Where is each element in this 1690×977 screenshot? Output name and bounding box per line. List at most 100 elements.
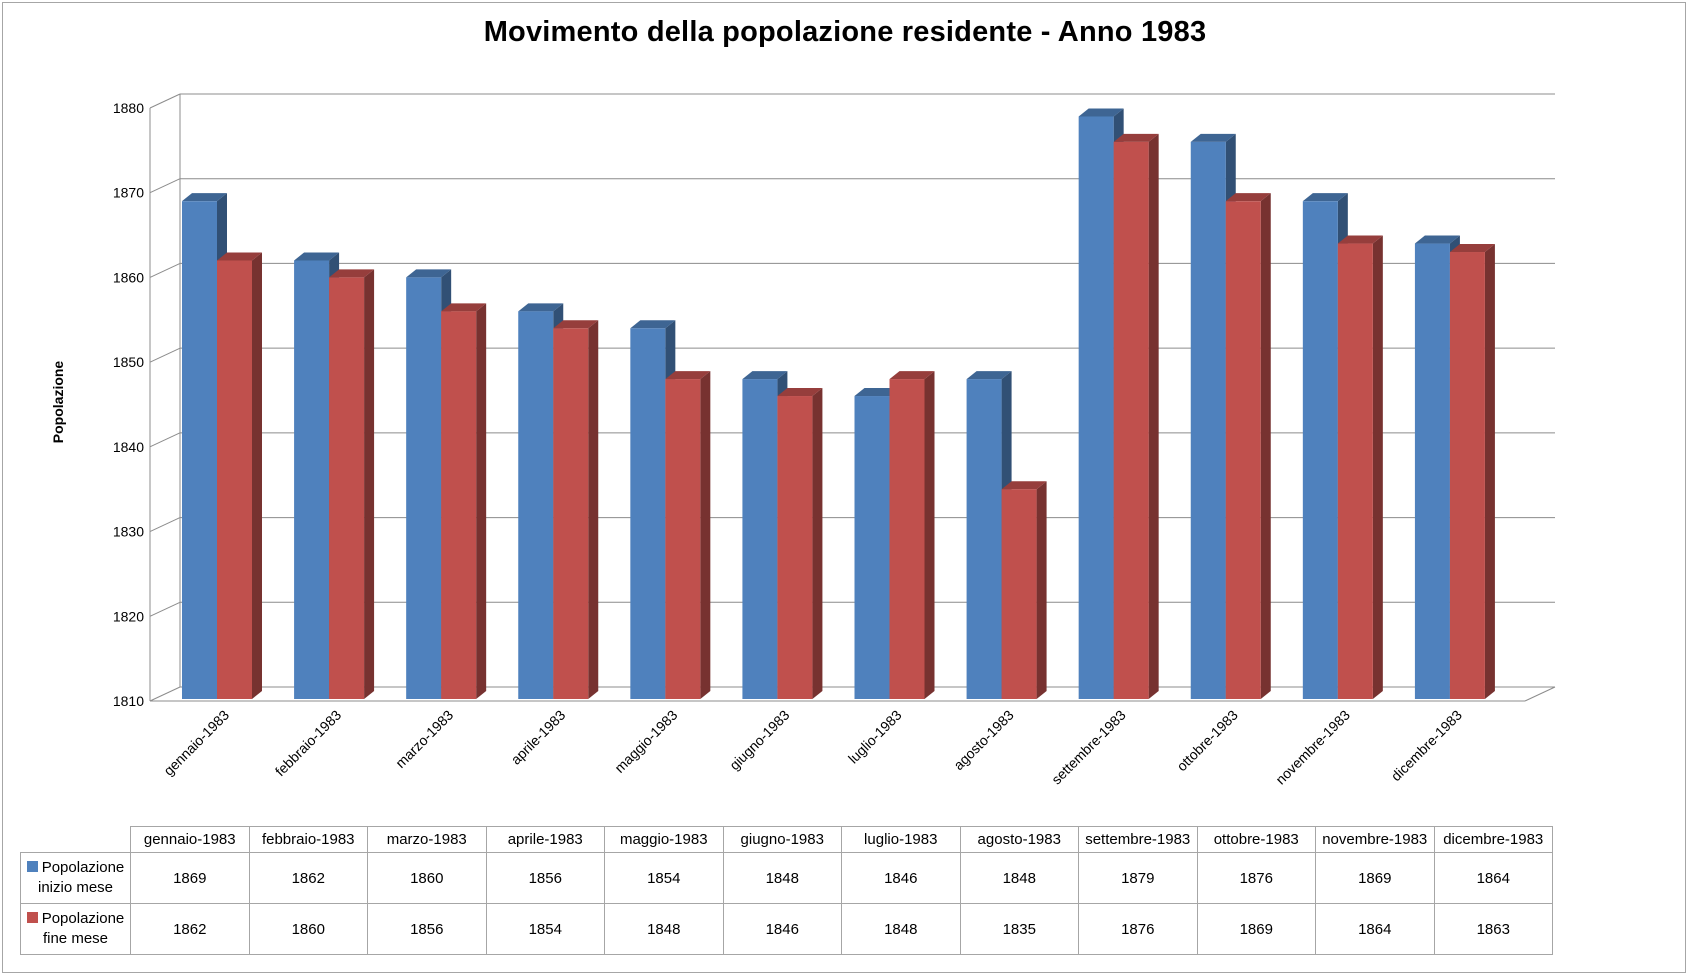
gridline-depth <box>149 601 181 617</box>
data-table: gennaio-1983 febbraio-1983 marzo-1983 april… <box>20 826 1553 955</box>
bar-top <box>1302 193 1348 202</box>
table-header-row: gennaio-1983 febbraio-1983 marzo-1983 april… <box>21 826 1553 853</box>
table-cell: 1869 <box>1315 852 1435 904</box>
bar <box>553 328 589 699</box>
bar-top <box>777 388 823 397</box>
bar <box>854 396 890 699</box>
table-cell: 1856 <box>367 903 487 955</box>
table-corner <box>21 827 131 853</box>
table-cell: 1856 <box>485 852 605 904</box>
x-tick-label: aprile-1983 <box>508 707 569 768</box>
y-tick-label: 1850 <box>113 354 144 370</box>
bar-top <box>329 269 375 278</box>
y-tick-label: 1840 <box>113 439 144 455</box>
table-column-header: agosto-1983 <box>959 826 1079 853</box>
bar-side <box>1036 481 1047 699</box>
y-tick-label: 1820 <box>113 608 144 624</box>
bar <box>1302 201 1338 699</box>
table-column-header: giugno-1983 <box>722 826 842 853</box>
table-cell: 1876 <box>1196 852 1316 904</box>
gridline-depth <box>149 686 181 702</box>
gridline-depth <box>149 93 181 109</box>
table-cell: 1848 <box>959 852 1079 904</box>
table-cell: 1863 <box>1433 903 1553 955</box>
table-cell: 1848 <box>722 852 842 904</box>
table-cell: 1848 <box>604 903 724 955</box>
table-column-header: maggio-1983 <box>604 826 724 853</box>
table-column-header: febbraio-1983 <box>248 826 368 853</box>
bar-top <box>441 303 487 312</box>
bar-top <box>217 252 262 261</box>
bar-top <box>406 269 452 278</box>
bar-top <box>1414 235 1460 244</box>
bar-side <box>1372 235 1383 700</box>
bar-top <box>182 193 227 202</box>
bar <box>329 277 365 699</box>
gridline-depth <box>149 432 181 448</box>
table-cell: 1860 <box>367 852 487 904</box>
bar <box>1113 141 1149 699</box>
bar <box>1449 252 1485 699</box>
table-cell: 1835 <box>959 903 1079 955</box>
table-cell: 1869 <box>1196 903 1316 955</box>
table-cell: 1846 <box>841 852 961 904</box>
bar-top <box>742 371 788 380</box>
legend-entry: Popolazione fine mese <box>20 903 131 955</box>
table-cell: 1864 <box>1433 852 1553 904</box>
x-tick-label: agosto-1983 <box>950 707 1017 774</box>
bar <box>182 201 217 699</box>
table-cell: 1879 <box>1078 852 1198 904</box>
x-tick-label: maggio-1983 <box>611 707 680 776</box>
bar <box>966 379 1002 699</box>
table-cell: 1862 <box>130 903 250 955</box>
gridline-depth <box>149 262 181 278</box>
x-tick-label: novembre-1983 <box>1272 707 1353 788</box>
x-tick-label: febbraio-1983 <box>272 707 345 780</box>
x-tick-label: dicembre-1983 <box>1388 707 1465 784</box>
plot-area: 1810 1820 1830 1840 1850 1860 1870 1880 gennaio-… <box>113 93 1556 788</box>
bar <box>406 277 442 699</box>
y-tick-label: 1810 <box>113 693 144 709</box>
table-cell: 1848 <box>841 903 961 955</box>
table-row: Popolazione inizio mese 1869 1862 1860 1856 1… <box>20 852 1553 904</box>
bar <box>665 379 701 699</box>
bar-side <box>252 252 262 699</box>
bar-top <box>889 371 935 380</box>
y-tick-label: 1860 <box>113 269 144 285</box>
legend-label: Popolazione fine mese <box>41 910 125 947</box>
bar <box>518 311 554 699</box>
x-tick-label: ottobre-1983 <box>1173 707 1241 775</box>
table-cell: 1846 <box>722 903 842 955</box>
y-tick-label: 1870 <box>113 185 144 201</box>
bar-side <box>812 388 823 699</box>
table-column-header: gennaio-1983 <box>130 826 250 853</box>
legend-key <box>26 861 38 872</box>
bar <box>1190 141 1226 699</box>
table-cell: 1860 <box>248 903 368 955</box>
table-column-header: ottobre-1983 <box>1196 826 1316 853</box>
bar <box>1225 201 1261 699</box>
gridline-depth <box>149 178 181 194</box>
bar-top <box>1449 244 1495 253</box>
bar-top <box>665 371 711 380</box>
bar <box>1001 489 1037 699</box>
legend-entry: Popolazione inizio mese <box>20 852 131 904</box>
bar-top <box>1225 193 1271 202</box>
table-column-header: luglio-1983 <box>841 826 961 853</box>
bar-top <box>518 303 564 312</box>
y-tick-label: 1830 <box>113 524 144 540</box>
chart-title: Movimento della popolazione residente - … <box>483 16 1207 48</box>
bar-side <box>1484 244 1495 699</box>
gridline-depth <box>149 517 181 533</box>
table-column-header: aprile-1983 <box>485 826 605 853</box>
bar-top <box>1113 133 1159 142</box>
table-column-header: settembre-1983 <box>1078 826 1198 853</box>
table-body: Popolazione inizio mese 1869 1862 1860 1856 1… <box>20 852 1553 955</box>
bar <box>1337 243 1373 700</box>
bar <box>1414 243 1450 700</box>
bar-top <box>854 388 900 397</box>
bar-side <box>924 371 935 699</box>
bar-top <box>1190 133 1236 142</box>
bar-top <box>294 252 340 261</box>
legend-key <box>26 912 38 923</box>
